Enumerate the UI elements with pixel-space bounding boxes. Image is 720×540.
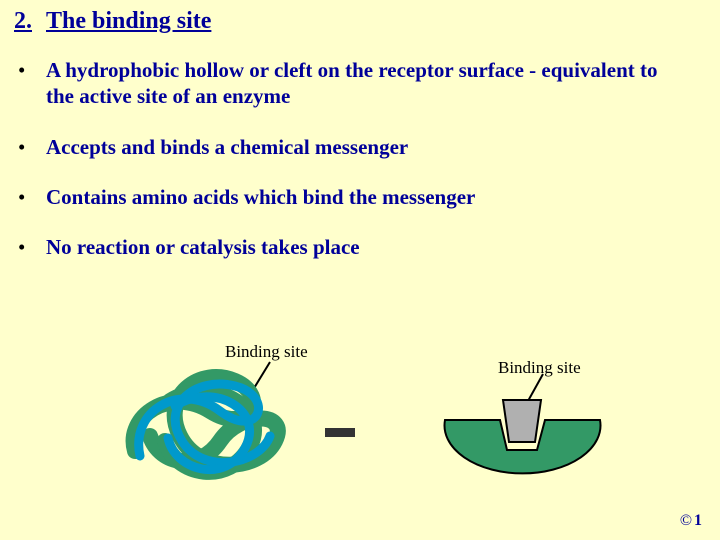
bullet-icon: • [18, 234, 46, 260]
diagram-area: Binding site Binding site [0, 330, 720, 540]
list-item: • No reaction or catalysis takes place [18, 234, 690, 260]
title-text: The binding site [46, 8, 211, 35]
slide-title: 2. The binding site [0, 0, 720, 39]
bullet-text: Accepts and binds a chemical messenger [46, 134, 690, 160]
bullet-list: • A hydrophobic hollow or cleft on the r… [0, 39, 720, 260]
list-item: • A hydrophobic hollow or cleft on the r… [18, 57, 690, 110]
bullet-text: A hydrophobic hollow or cleft on the rec… [46, 57, 690, 110]
bullet-text: Contains amino acids which bind the mess… [46, 184, 690, 210]
title-number: 2. [14, 8, 32, 35]
bullet-icon: • [18, 184, 46, 210]
list-item: • Accepts and binds a chemical messenger [18, 134, 690, 160]
copyright-icon: © [680, 512, 692, 529]
page-number: 1 [694, 512, 702, 529]
bullet-text: No reaction or catalysis takes place [46, 234, 690, 260]
protein-squiggle-diagram [120, 356, 360, 506]
footer: ©1 [680, 512, 702, 530]
list-item: • Contains amino acids which bind the me… [18, 184, 690, 210]
bullet-icon: • [18, 134, 46, 160]
bullet-icon: • [18, 57, 46, 83]
receptor-simple-diagram [425, 370, 625, 510]
